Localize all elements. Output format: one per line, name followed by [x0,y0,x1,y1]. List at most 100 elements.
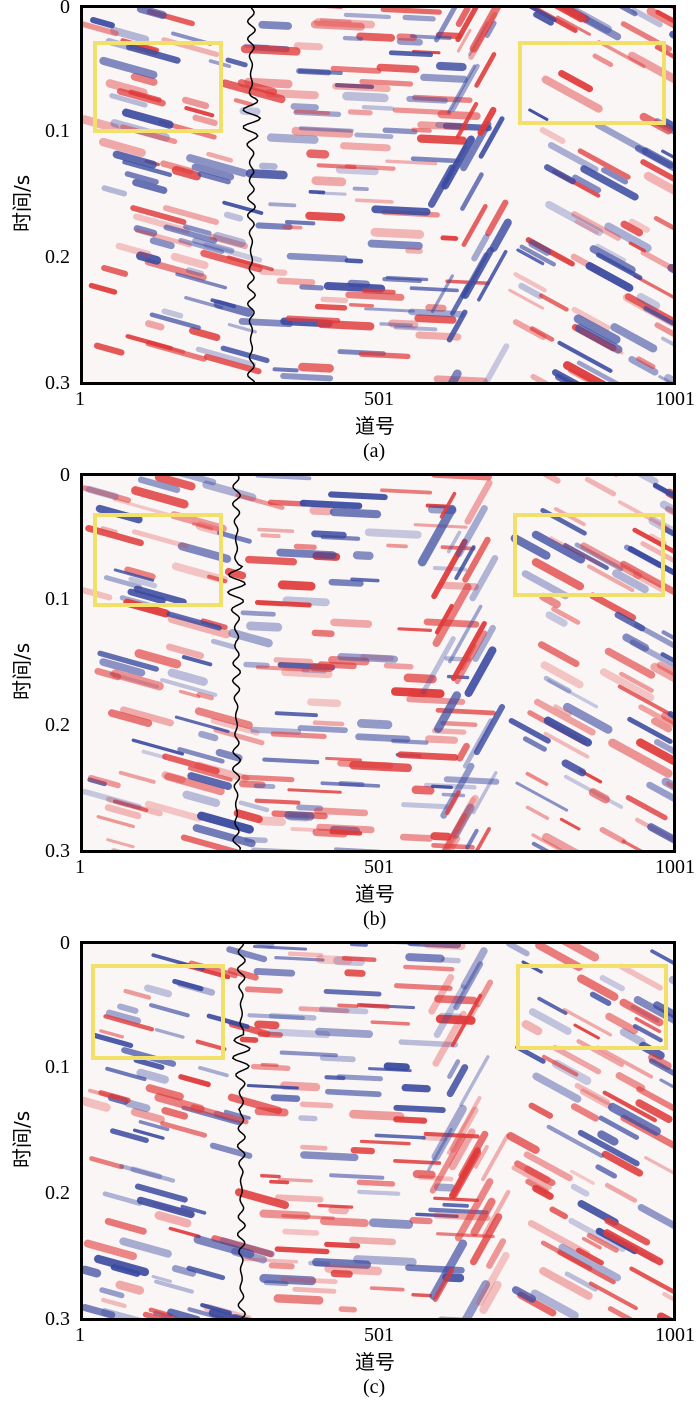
seismic-texture-streak [257,816,286,827]
seismic-texture-streak [287,951,324,958]
seismic-texture-streak [343,12,391,20]
seismic-texture-streak [618,963,663,991]
seismic-texture-streak [99,1029,124,1039]
seismic-texture-streak [317,1203,354,1209]
seismic-texture-streak [537,996,568,1015]
seismic-texture-streak [601,167,629,185]
seismic-texture-streak [489,218,512,252]
seismic-texture-streak [178,689,201,699]
seismic-texture-streak [94,1254,150,1277]
seismic-texture-streak [516,248,545,266]
seismic-texture-streak [640,159,673,182]
seismic-texture-streak [409,286,459,293]
seismic-texture-streak [329,508,382,519]
seismic-texture-streak [430,832,452,841]
seismic-texture-streak [280,1081,321,1092]
seismic-texture-streak [254,600,312,608]
seismic-texture-streak [605,1012,639,1035]
seismic-texture-streak [154,1028,185,1039]
seismic-texture-streak [189,327,221,342]
seismic-texture-streak [634,1016,662,1034]
seismic-texture-streak [528,1008,572,1035]
seismic-texture-streak [562,1008,613,1037]
seismic-texture-streak [580,542,643,580]
seismic-texture-streak [194,761,250,783]
seismic-texture-streak [191,522,214,531]
seismic-texture-streak [349,944,368,947]
seismic-texture-streak [294,109,331,115]
seismic-texture-streak [454,545,476,580]
seismic-texture-streak [98,1090,131,1103]
seismic-texture-streak [319,1054,356,1063]
seismic-texture-streak [462,246,495,299]
seismic-texture-streak [356,1179,396,1187]
seismic-texture-streak [320,296,349,304]
seismic-texture-streak [405,247,423,254]
seismic-texture-streak [293,543,317,550]
seismic-texture-streak [105,79,148,97]
seismic-texture-streak [409,1217,433,1225]
seismic-texture-streak [334,847,381,850]
seismic-texture-streak [88,1088,120,1101]
seismic-texture-streak [220,345,270,364]
seismic-texture-streak [148,1307,173,1318]
seismic-texture-streak [96,815,135,829]
y-tick: 0.1 [45,1056,70,1078]
highlight-box-right-a [518,41,666,125]
seismic-texture-streak [543,675,572,694]
seismic-texture-streak [568,1217,626,1252]
seismic-texture-streak [263,1280,289,1287]
seismic-texture-streak [621,839,643,850]
seismic-texture-streak [210,718,260,736]
seismic-texture-streak [656,661,673,676]
seismic-texture-streak [241,1257,299,1264]
seismic-texture-streak [615,1072,646,1092]
seismic-texture-streak [340,142,391,152]
seismic-texture-streak [99,658,146,677]
seismic-texture-streak [443,776,500,785]
seismic-texture-streak [222,200,264,215]
seismic-texture-streak [464,479,493,525]
seismic-texture-streak [440,235,459,241]
wiggle-trace [242,8,262,382]
seismic-texture-streak [253,945,308,951]
y-axis-label: 时间/s [10,642,34,700]
seismic-texture-streak [246,1084,299,1090]
seismic-texture-streak [424,735,459,744]
seismic-texture-streak [628,218,650,233]
seismic-texture-streak [171,562,229,584]
seismic-texture-streak [442,794,479,850]
seismic-texture-streak [431,538,468,600]
seismic-texture-streak [633,274,673,299]
seismic-texture-streak [632,1023,663,1043]
seismic-texture-streak [210,298,237,309]
wiggle-trace [231,944,251,1318]
seismic-texture-streak [541,75,603,113]
seismic-texture-streak [93,342,125,356]
seismic-texture-streak [273,657,314,665]
seismic-texture-streak [385,275,429,282]
seismic-texture-streak [595,1164,618,1179]
seismic-texture-streak [564,1271,598,1292]
seismic-texture-streak [432,1267,455,1302]
seismic-texture-streak [644,1156,673,1175]
seismic-texture-streak [571,306,611,331]
seismic-texture-streak [446,309,468,343]
seismic-texture-streak [217,530,252,544]
seismic-texture-streak [354,132,394,140]
seismic-texture-streak [101,185,128,197]
seismic-texture-streak [133,225,158,237]
wiggle-trace [226,476,246,850]
seismic-texture-streak [312,828,348,838]
seismic-texture-streak [134,1183,188,1203]
seismic-texture-streak [309,663,335,673]
seismic-texture-streak [187,766,233,782]
y-tick: 0.3 [45,1308,70,1330]
seismic-texture-streak [484,20,497,38]
seismic-texture-streak [328,491,388,501]
seismic-texture-streak [572,174,602,194]
seismic-texture-streak [573,1023,600,1040]
seismic-texture-streak [198,1065,229,1078]
seismic-texture-streak [270,731,327,739]
seismic-texture-streak [661,711,673,725]
